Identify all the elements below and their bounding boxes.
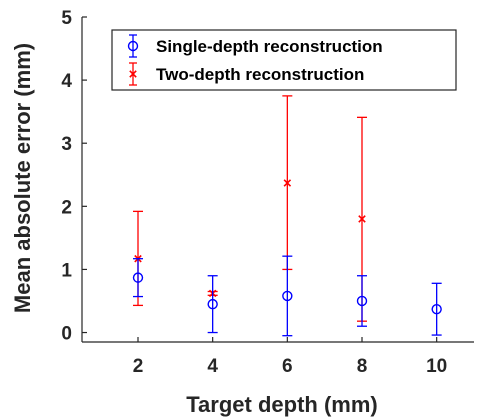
y-tick-label: 3 [61, 134, 72, 155]
y-tick-label: 5 [61, 8, 72, 29]
data-point [207, 275, 218, 334]
data-point [132, 258, 144, 298]
legend-label-single-depth: Single-depth reconstruction [156, 37, 383, 56]
x-marker-stroke [129, 70, 137, 78]
x-tick-label: 10 [426, 356, 447, 377]
y-tick-label: 0 [61, 324, 72, 345]
x-marker [283, 179, 292, 187]
y-tick-label: 2 [61, 197, 72, 218]
plot-marks [132, 95, 442, 337]
x-axis-title: Target depth (mm) [186, 392, 377, 417]
x-marker [129, 70, 137, 78]
x-tick-label: 6 [282, 356, 293, 377]
circle-marker [431, 303, 442, 315]
circle-marker [127, 40, 139, 52]
legend-marker-single-depth-icon [127, 34, 139, 58]
circle-marker [282, 290, 293, 302]
x-tick-label: 2 [133, 356, 144, 377]
data-point [282, 95, 293, 271]
series-single-depth [132, 255, 442, 337]
x-marker-stroke [358, 215, 366, 223]
x-tick-label: 8 [357, 356, 368, 377]
x-marker [358, 215, 366, 223]
data-point [356, 275, 368, 327]
legend-marker-two-depth-icon [129, 62, 137, 86]
y-axis-title: Mean absolute error (mm) [10, 43, 35, 313]
y-tick-label: 4 [61, 71, 72, 92]
data-point [431, 282, 442, 336]
series-two-depth [133, 95, 367, 322]
data-point [282, 255, 293, 337]
y-tick-label: 1 [61, 260, 72, 281]
circle-marker [132, 272, 144, 283]
legend-box [111, 29, 457, 91]
circle-marker [207, 298, 218, 310]
x-marker-stroke [283, 179, 292, 187]
legend: Single-depth reconstruction Two-depth re… [111, 29, 457, 91]
legend-label-two-depth: Two-depth reconstruction [156, 65, 364, 84]
circle-marker [356, 295, 368, 307]
axes: 0 1 2 3 4 5 2 4 6 8 10 [61, 8, 474, 377]
x-tick-label: 4 [207, 356, 218, 377]
